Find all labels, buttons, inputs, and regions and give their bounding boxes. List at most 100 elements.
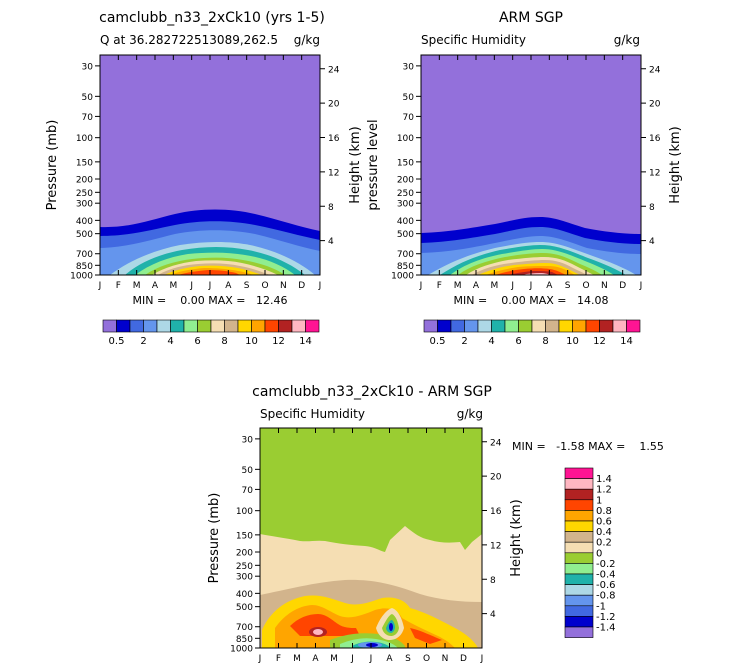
panel-obs-colorbar: 0.5 2 4 6 8 10 12 14 bbox=[423, 319, 641, 347]
y-tick-label: 300 bbox=[76, 200, 93, 210]
contour-fill--1.4 bbox=[366, 643, 378, 647]
colorbar-swatch bbox=[564, 573, 594, 585]
x-tick-label: J bbox=[189, 281, 193, 291]
colorbar-swatch bbox=[564, 541, 594, 554]
x-tick-label: J bbox=[318, 281, 322, 291]
colorbar-label: 0.5 bbox=[430, 336, 446, 347]
colorbar-swatch bbox=[564, 520, 594, 532]
colorbar-label: 6 bbox=[194, 336, 200, 347]
y-tick-label: 850 bbox=[236, 635, 253, 645]
panel-model-subtitle-right: g/kg bbox=[294, 33, 320, 47]
x-tick-label: F bbox=[437, 281, 442, 291]
y-tick-label: 150 bbox=[397, 158, 414, 168]
y2-tick-label: 4 bbox=[490, 610, 496, 620]
colorbar-label: 0 bbox=[596, 548, 602, 559]
colorbar-label: -1.2 bbox=[596, 612, 616, 623]
colorbar-label: -1 bbox=[596, 601, 606, 612]
colorbar-swatch bbox=[170, 319, 185, 333]
y-tick-label: 500 bbox=[76, 230, 93, 240]
panel-model-subtitle-left: Q at 36.282722513089,262.5 bbox=[100, 33, 278, 47]
colorbar-label: -1.4 bbox=[596, 623, 616, 634]
colorbar-swatch bbox=[564, 552, 594, 564]
panel-obs-plot bbox=[420, 54, 642, 276]
x-tick-label: A bbox=[225, 281, 232, 291]
colorbar-swatch bbox=[599, 319, 614, 333]
colorbar-swatch bbox=[450, 319, 465, 333]
colorbar-label: 0.6 bbox=[596, 517, 612, 528]
x-tick-label: A bbox=[312, 654, 319, 664]
colorbar-swatch bbox=[305, 319, 320, 333]
colorbar-label: 0.2 bbox=[596, 538, 612, 549]
colorbar-label: 4 bbox=[488, 336, 494, 347]
y-tick-label: 400 bbox=[76, 217, 93, 227]
y-tick-label: 50 bbox=[242, 466, 254, 476]
colorbar-swatch bbox=[564, 605, 594, 617]
y-tick-label: 400 bbox=[397, 217, 414, 227]
colorbar-label: 12 bbox=[272, 336, 285, 347]
panel-diff-colorbar: 1.41.210.80.60.40.20-0.2-0.4-0.6-0.8-1-1… bbox=[564, 467, 616, 638]
contour-fill-1 bbox=[290, 614, 360, 636]
panel-diff-ylabel-left: Pressure (mb) bbox=[207, 493, 222, 584]
y2-tick-label: 12 bbox=[490, 541, 501, 551]
colorbar-swatch bbox=[564, 478, 594, 490]
colorbar-swatch bbox=[518, 319, 533, 333]
x-tick-label: D bbox=[298, 281, 305, 291]
y2-tick-label: 12 bbox=[649, 168, 660, 178]
x-tick-label: J bbox=[529, 281, 533, 291]
y2-tick-label: 12 bbox=[328, 168, 339, 178]
x-tick-label: F bbox=[116, 281, 121, 291]
x-tick-label: N bbox=[280, 281, 287, 291]
y-tick-label: 250 bbox=[397, 189, 414, 199]
y2-tick-label: 24 bbox=[649, 65, 661, 75]
panel-model-ylabel-right: Height (km) bbox=[348, 126, 363, 203]
panel-diff-subtitle-left: Specific Humidity bbox=[260, 407, 365, 421]
colorbar-swatch bbox=[564, 563, 594, 575]
colorbar-label: 8 bbox=[542, 336, 548, 347]
colorbar-label: 14 bbox=[299, 336, 312, 347]
colorbar-label: 8 bbox=[221, 336, 227, 347]
x-tick-label: N bbox=[442, 654, 449, 664]
colorbar-swatch bbox=[102, 319, 117, 333]
x-tick-label: A bbox=[473, 281, 480, 291]
y-tick-label: 1000 bbox=[391, 272, 414, 282]
x-tick-label: J bbox=[208, 281, 212, 291]
colorbar-swatch bbox=[237, 319, 252, 333]
y-tick-label: 200 bbox=[236, 549, 253, 559]
x-tick-label: S bbox=[405, 654, 411, 664]
y-tick-label: 150 bbox=[76, 158, 93, 168]
x-tick-label: F bbox=[276, 654, 281, 664]
x-tick-label: J bbox=[419, 281, 423, 291]
panel-diff-title: camclubb_n33_2xCk10 - ARM SGP bbox=[252, 384, 492, 400]
y-tick-label: 500 bbox=[397, 230, 414, 240]
y-tick-label: 150 bbox=[236, 531, 253, 541]
y2-tick-label: 20 bbox=[490, 473, 502, 483]
x-tick-label: A bbox=[152, 281, 159, 291]
colorbar-label: 10 bbox=[566, 336, 579, 347]
colorbar-swatch bbox=[564, 616, 594, 628]
colorbar-swatch bbox=[116, 319, 131, 333]
panel-obs: ARM SGP Specific Humidity g/kg 30 50 70 100… bbox=[366, 10, 683, 307]
colorbar-swatch bbox=[545, 319, 560, 333]
colorbar-swatch bbox=[564, 488, 594, 501]
y-tick-label: 1000 bbox=[230, 645, 253, 655]
colorbar-swatch bbox=[423, 319, 438, 333]
panel-model-stats: MIN = 0.00 MAX = 12.46 bbox=[133, 294, 288, 307]
y-tick-label: 30 bbox=[242, 435, 254, 445]
x-tick-label: J bbox=[369, 654, 373, 664]
y-tick-label: 70 bbox=[82, 113, 94, 123]
colorbar-swatch bbox=[143, 319, 158, 333]
y-tick-label: 50 bbox=[403, 93, 415, 103]
y-tick-label: 100 bbox=[76, 134, 93, 144]
y2-tick-label: 4 bbox=[649, 237, 655, 247]
x-tick-label: M bbox=[293, 654, 301, 664]
y-tick-label: 400 bbox=[236, 590, 253, 600]
y-tick-label: 700 bbox=[236, 623, 253, 633]
colorbar-label: 2 bbox=[461, 336, 467, 347]
colorbar-swatch bbox=[156, 319, 171, 333]
colorbar-swatch bbox=[224, 319, 239, 333]
panel-model-colorbar: 0.5 2 4 6 8 10 12 14 bbox=[102, 319, 320, 347]
panel-diff-subtitle-right: g/kg bbox=[457, 407, 483, 421]
